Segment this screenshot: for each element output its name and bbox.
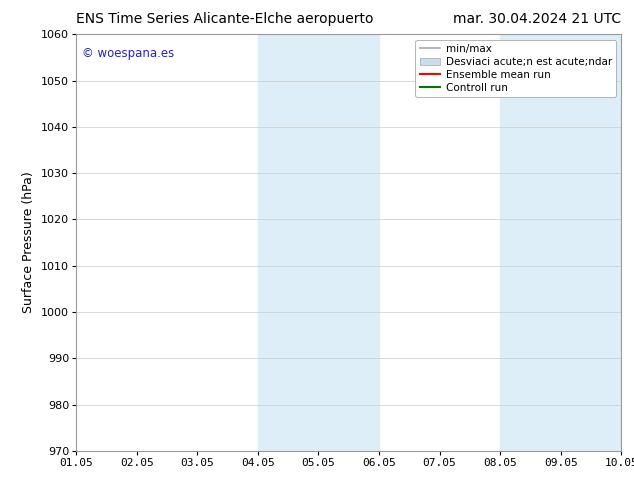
Y-axis label: Surface Pressure (hPa): Surface Pressure (hPa) [22,172,36,314]
Bar [318,34,379,451]
Text: © woespana.es: © woespana.es [82,47,174,60]
Text: ENS Time Series Alicante-Elche aeropuerto: ENS Time Series Alicante-Elche aeropuert… [76,12,373,26]
Bar [500,34,560,451]
Bar [258,34,318,451]
Text: mar. 30.04.2024 21 UTC: mar. 30.04.2024 21 UTC [453,12,621,26]
Legend: min/max, Desviaci acute;n est acute;ndar, Ensemble mean run, Controll run: min/max, Desviaci acute;n est acute;ndar… [415,40,616,97]
Bar [560,34,621,451]
